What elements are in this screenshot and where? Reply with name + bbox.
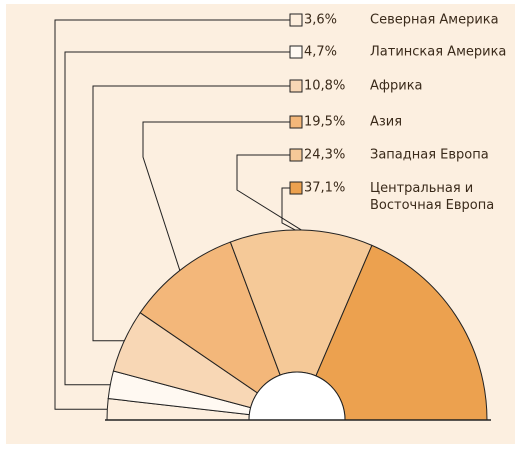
legend-swatch	[289, 45, 303, 59]
legend-label: Латинская Америка	[370, 45, 506, 60]
legend-label: Северная Америка	[370, 13, 499, 28]
legend-value: 19,5%	[304, 115, 345, 130]
legend-label: Африка	[370, 79, 423, 94]
legend-swatch	[289, 79, 303, 93]
leader-line	[64, 51, 290, 386]
legend-swatch	[289, 13, 303, 27]
legend-label: Центральная и Восточная Европа	[370, 181, 494, 213]
legend-label: Азия	[370, 115, 402, 130]
legend-swatch	[289, 181, 303, 195]
center-hole	[248, 371, 346, 421]
legend-swatch	[289, 115, 303, 129]
legend-value: 37,1%	[304, 181, 345, 196]
legend-swatch	[289, 148, 303, 162]
leader-line	[142, 121, 290, 271]
legend-value: 4,7%	[304, 45, 337, 60]
leader-line	[54, 19, 290, 410]
legend-value: 3,6%	[304, 13, 337, 28]
legend-value: 10,8%	[304, 79, 345, 94]
legend-value: 24,3%	[304, 148, 345, 163]
leader-line	[92, 85, 290, 342]
legend-label: Западная Европа	[370, 148, 489, 163]
leader-line	[236, 154, 302, 231]
